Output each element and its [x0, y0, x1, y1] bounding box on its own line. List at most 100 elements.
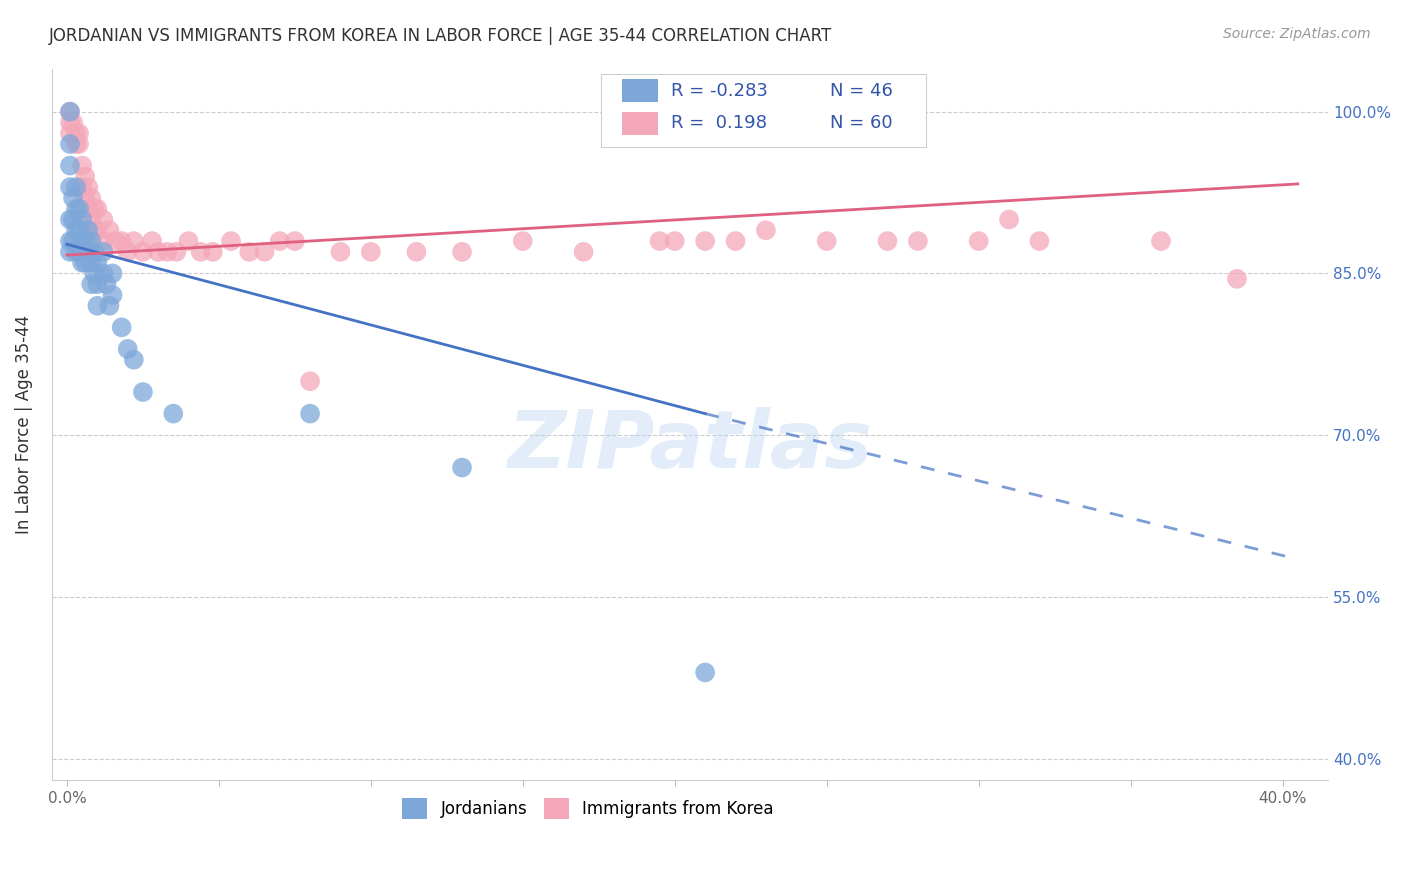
- Point: [572, 244, 595, 259]
- Text: Source: ZipAtlas.com: Source: ZipAtlas.com: [1223, 27, 1371, 41]
- Point: [59, 136, 82, 151]
- Point: [93, 244, 115, 259]
- Point: [86, 299, 108, 313]
- Point: [122, 234, 145, 248]
- Point: [59, 104, 82, 119]
- Point: [75, 169, 97, 184]
- Text: JORDANIAN VS IMMIGRANTS FROM KOREA IN LABOR FORCE | AGE 35-44 CORRELATION CHART: JORDANIAN VS IMMIGRANTS FROM KOREA IN LA…: [49, 27, 832, 45]
- Point: [177, 234, 200, 248]
- Point: [77, 223, 100, 237]
- Point: [70, 159, 93, 173]
- Point: [101, 288, 124, 302]
- Point: [117, 244, 139, 259]
- Text: N = 46: N = 46: [831, 81, 893, 100]
- Point: [695, 234, 717, 248]
- Point: [451, 244, 474, 259]
- Point: [77, 202, 100, 216]
- Point: [98, 223, 121, 237]
- Point: [1028, 234, 1050, 248]
- Point: [93, 212, 115, 227]
- Point: [998, 212, 1021, 227]
- Point: [907, 234, 929, 248]
- Point: [62, 191, 84, 205]
- Point: [65, 223, 87, 237]
- Point: [156, 244, 179, 259]
- Point: [62, 234, 84, 248]
- Point: [329, 244, 352, 259]
- Point: [59, 180, 82, 194]
- Point: [93, 267, 115, 281]
- Point: [117, 342, 139, 356]
- Point: [86, 277, 108, 292]
- Point: [59, 126, 82, 140]
- Point: [65, 136, 87, 151]
- Point: [80, 277, 103, 292]
- Point: [67, 244, 90, 259]
- Point: [80, 212, 103, 227]
- Point: [86, 202, 108, 216]
- Point: [59, 104, 82, 119]
- Point: [93, 234, 115, 248]
- Point: [1150, 234, 1173, 248]
- Text: ZIPatlas: ZIPatlas: [508, 407, 873, 484]
- Point: [755, 223, 778, 237]
- Point: [59, 244, 82, 259]
- Point: [70, 234, 93, 248]
- Point: [165, 244, 187, 259]
- Point: [815, 234, 838, 248]
- Point: [132, 385, 155, 400]
- Point: [162, 407, 184, 421]
- Point: [75, 191, 97, 205]
- Point: [122, 352, 145, 367]
- Point: [83, 202, 105, 216]
- Point: [70, 255, 93, 269]
- Point: [146, 244, 169, 259]
- Text: N = 60: N = 60: [831, 114, 893, 132]
- Point: [70, 180, 93, 194]
- Bar: [623, 112, 658, 135]
- Point: [67, 126, 90, 140]
- Point: [59, 115, 82, 129]
- Point: [80, 234, 103, 248]
- Point: [83, 267, 105, 281]
- Point: [132, 244, 155, 259]
- Text: R = -0.283: R = -0.283: [671, 81, 768, 100]
- Point: [201, 244, 224, 259]
- Y-axis label: In Labor Force | Age 35-44: In Labor Force | Age 35-44: [15, 315, 32, 534]
- Point: [62, 212, 84, 227]
- Point: [86, 255, 108, 269]
- Point: [80, 255, 103, 269]
- Point: [219, 234, 242, 248]
- Point: [284, 234, 307, 248]
- Point: [111, 320, 134, 334]
- Point: [451, 460, 474, 475]
- Point: [876, 234, 898, 248]
- Point: [80, 191, 103, 205]
- Point: [96, 277, 118, 292]
- Point: [83, 223, 105, 237]
- Text: R =  0.198: R = 0.198: [671, 114, 766, 132]
- Point: [101, 267, 124, 281]
- Point: [299, 374, 322, 388]
- Point: [1226, 272, 1249, 286]
- Point: [512, 234, 534, 248]
- Point: [59, 234, 82, 248]
- Bar: [623, 79, 658, 102]
- Point: [65, 244, 87, 259]
- Legend: Jordanians, Immigrants from Korea: Jordanians, Immigrants from Korea: [395, 792, 780, 825]
- Point: [67, 202, 90, 216]
- Point: [238, 244, 260, 259]
- Point: [86, 223, 108, 237]
- Point: [695, 665, 717, 680]
- Point: [405, 244, 427, 259]
- Point: [75, 255, 97, 269]
- Point: [59, 159, 82, 173]
- Point: [190, 244, 212, 259]
- Point: [59, 212, 82, 227]
- Point: [65, 202, 87, 216]
- Point: [83, 244, 105, 259]
- Point: [65, 180, 87, 194]
- Point: [77, 244, 100, 259]
- Point: [253, 244, 276, 259]
- Point: [269, 234, 291, 248]
